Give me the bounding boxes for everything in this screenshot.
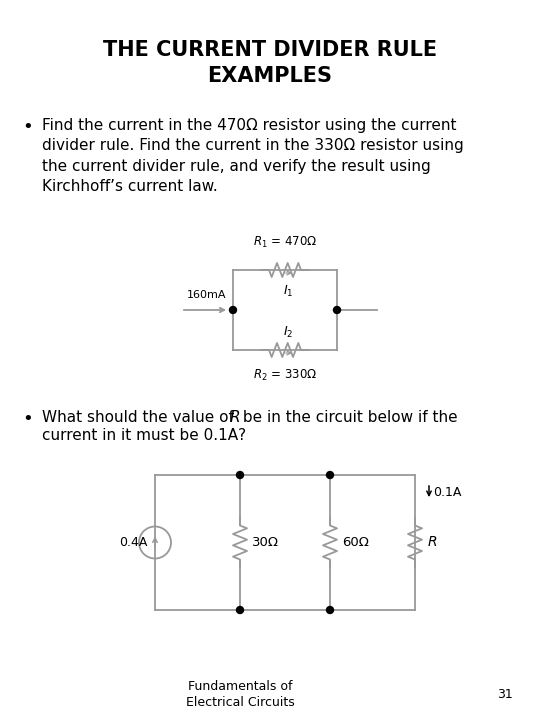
Text: $I_2$: $I_2$ [283, 325, 293, 340]
Text: 0.4A: 0.4A [119, 536, 147, 549]
Text: 60Ω: 60Ω [342, 536, 369, 549]
Text: $R_1$ = 470Ω: $R_1$ = 470Ω [253, 235, 317, 250]
Text: 31: 31 [497, 688, 513, 701]
Text: be in the circuit below if the: be in the circuit below if the [238, 410, 457, 425]
Text: What should the value of: What should the value of [42, 410, 239, 425]
Text: $R$: $R$ [427, 536, 437, 549]
Text: 0.1A: 0.1A [433, 487, 461, 500]
Text: THE CURRENT DIVIDER RULE: THE CURRENT DIVIDER RULE [103, 40, 437, 60]
Text: 30Ω: 30Ω [252, 536, 279, 549]
Circle shape [237, 472, 244, 479]
Text: Find the current in the 470Ω resistor using the current
divider rule. Find the c: Find the current in the 470Ω resistor us… [42, 118, 464, 194]
Circle shape [230, 307, 237, 313]
Text: EXAMPLES: EXAMPLES [207, 66, 333, 86]
Text: 160mA: 160mA [187, 290, 227, 300]
Text: Fundamentals of: Fundamentals of [188, 680, 292, 693]
Circle shape [327, 606, 334, 613]
Text: $I_1$: $I_1$ [283, 284, 293, 299]
Text: current in it must be 0.1A?: current in it must be 0.1A? [42, 428, 246, 443]
Text: R: R [230, 410, 241, 425]
Text: •: • [22, 118, 33, 136]
Circle shape [237, 606, 244, 613]
Circle shape [334, 307, 341, 313]
Text: •: • [22, 410, 33, 428]
Text: Electrical Circuits: Electrical Circuits [186, 696, 294, 708]
Text: $R_2$ = 330Ω: $R_2$ = 330Ω [253, 368, 317, 383]
Circle shape [327, 472, 334, 479]
